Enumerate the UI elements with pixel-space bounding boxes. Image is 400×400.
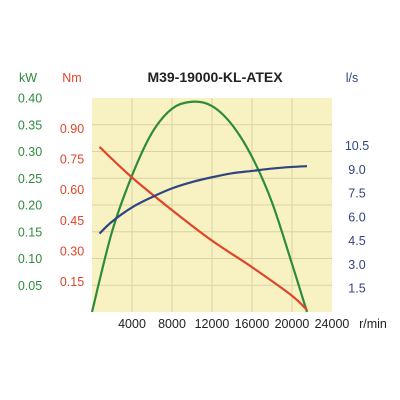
- ls-series-line: [98, 165, 308, 235]
- grid-lines: [92, 98, 332, 312]
- nm-tick-label: 0.30: [60, 244, 84, 258]
- nm-tick-label: 0.90: [60, 122, 84, 136]
- kw-tick-label: 0.05: [18, 279, 42, 293]
- nm-tick-label: 0.60: [60, 183, 84, 197]
- x-axis-unit-label: r/min: [359, 317, 387, 331]
- kw-tick-label: 0.35: [18, 118, 42, 132]
- kw-series-line: [90, 100, 309, 313]
- nm-tick-label: 0.75: [60, 153, 84, 167]
- tick-labels: 0.05 0.10 0.15 0.20 0.25 0.30 0.35 0.40 0.15 0.30…: [18, 92, 369, 332]
- nm-series-line: [98, 146, 308, 311]
- x-tick-label: 24000: [315, 317, 350, 331]
- ls-tick-label: 10.5: [345, 139, 369, 153]
- ls-tick-label: 1.5: [348, 282, 365, 296]
- ls-tick-label: 3.0: [348, 258, 365, 272]
- x-tick-label: 4000: [118, 317, 146, 331]
- x-tick-label: 12000: [195, 317, 230, 331]
- x-tick-label: 20000: [275, 317, 310, 331]
- ls-tick-label: 6.0: [348, 210, 365, 224]
- series-lines: [90, 100, 309, 313]
- kw-tick-label: 0.10: [18, 252, 42, 266]
- ls-tick-label: 7.5: [348, 187, 365, 201]
- x-tick-label: 8000: [158, 317, 186, 331]
- ls-axis-label: l/s: [346, 71, 359, 85]
- kw-tick-label: 0.15: [18, 225, 42, 239]
- nm-tick-label: 0.15: [60, 275, 84, 289]
- ls-tick-label: 4.5: [348, 234, 365, 248]
- kw-tick-label: 0.30: [18, 145, 42, 159]
- kw-tick-label: 0.20: [18, 199, 42, 213]
- ls-tick-label: 9.0: [348, 163, 365, 177]
- kw-tick-label: 0.25: [18, 172, 42, 186]
- chart-title: M39-19000-KL-ATEX: [147, 69, 283, 85]
- nm-tick-label: 0.45: [60, 214, 84, 228]
- kw-axis-label: kW: [19, 71, 37, 85]
- nm-axis-label: Nm: [62, 71, 81, 85]
- x-tick-label: 16000: [235, 317, 270, 331]
- kw-tick-label: 0.40: [18, 92, 42, 106]
